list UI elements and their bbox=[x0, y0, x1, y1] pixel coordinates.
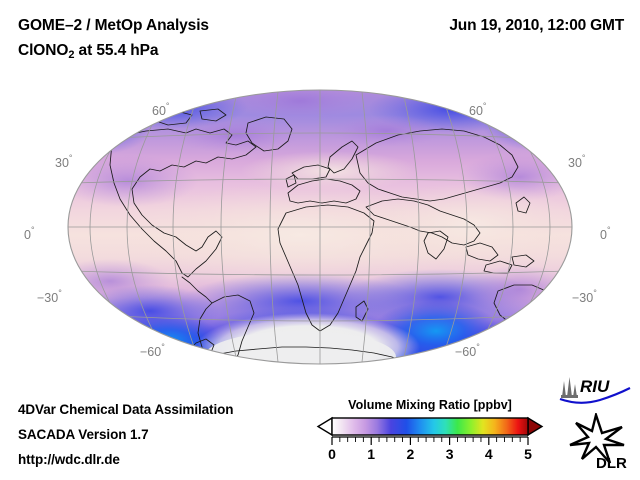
datestamp: Jun 19, 2010, 12:00 GMT bbox=[449, 17, 624, 34]
colorbar-title: Volume Mixing Ratio [ppbv] bbox=[348, 398, 512, 412]
riu-wordmark: RIU bbox=[580, 377, 610, 396]
colorbar-extend-low-arrow bbox=[316, 416, 333, 437]
graticule bbox=[68, 90, 572, 364]
colorbar-ticks bbox=[331, 436, 529, 445]
colorbar-tick-0: 0 bbox=[328, 446, 336, 462]
dlr-star-icon bbox=[569, 413, 625, 464]
colorbar-gradient bbox=[331, 417, 529, 436]
lat-label-60n-right: 60° bbox=[469, 101, 487, 119]
species-subscript: 2 bbox=[68, 49, 75, 61]
map-panel: 60° 30° 0° −30° −60° 60° 30° 0° −30° −60… bbox=[0, 85, 640, 385]
riu-swoosh-icon bbox=[559, 387, 631, 404]
page-title: GOME–2 / MetOp Analysis bbox=[18, 17, 209, 34]
globe-outline bbox=[67, 89, 573, 365]
lat-label-60n-left: 60° bbox=[152, 101, 170, 119]
colorbar: Volume Mixing Ratio [ppbv] bbox=[310, 398, 550, 470]
species-suffix: at 55.4 hPa bbox=[74, 42, 159, 59]
species-title: ClONO2 at 55.4 hPa bbox=[18, 42, 159, 61]
footer-line-method: 4DVar Chemical Data Assimilation bbox=[18, 402, 234, 417]
colorbar-tick-3: 3 bbox=[445, 446, 454, 462]
colorbar-tick-1: 1 bbox=[367, 446, 376, 462]
colorbar-tick-2: 2 bbox=[406, 446, 415, 462]
lat-label-60s-right: −60° bbox=[455, 342, 480, 360]
lat-label-30s-left: −30° bbox=[37, 288, 62, 306]
lat-label-30s-right: −30° bbox=[572, 288, 597, 306]
lat-label-0-right: 0° bbox=[600, 225, 611, 243]
riu-logo: RIU bbox=[559, 377, 631, 404]
colorbar-tick-5: 5 bbox=[524, 446, 532, 462]
dlr-wordmark: DLR bbox=[596, 455, 627, 471]
colorbar-extend-high-arrow bbox=[527, 416, 544, 437]
colorbar-scale bbox=[316, 416, 544, 445]
lat-label-0-left: 0° bbox=[24, 225, 35, 243]
species-label: ClONO bbox=[18, 42, 69, 59]
lat-label-60s-left: −60° bbox=[140, 342, 165, 360]
lat-label-30n-right: 30° bbox=[568, 153, 586, 171]
lat-label-30n-left: 30° bbox=[55, 153, 73, 171]
dlr-logo: DLR bbox=[569, 413, 627, 471]
colorbar-tick-4: 4 bbox=[484, 446, 493, 462]
footer-line-version: SACADA Version 1.7 bbox=[18, 427, 149, 442]
riu-spikes-icon bbox=[561, 377, 578, 398]
world-map bbox=[67, 89, 573, 365]
footer-line-url[interactable]: http://wdc.dlr.de bbox=[18, 452, 120, 467]
